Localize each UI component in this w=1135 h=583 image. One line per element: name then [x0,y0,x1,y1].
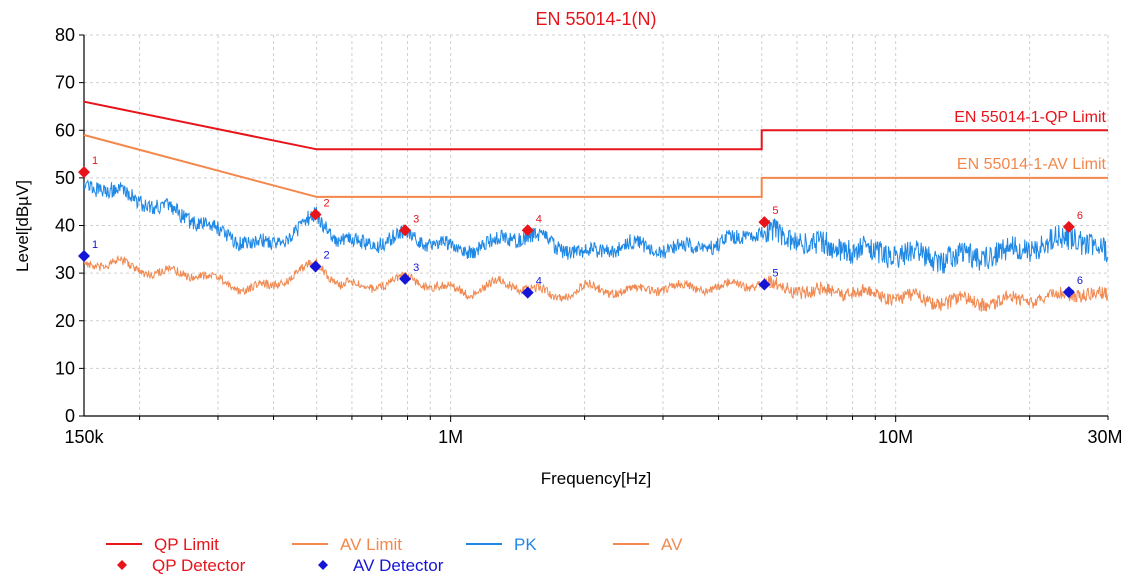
grid [84,34,1109,416]
legend-label: QP Detector [152,556,246,575]
legend: QP Limit AV Limit PK AV QP Detector AV Detect… [106,535,683,575]
series-qp-limit-line [83,100,1108,151]
y-axis-title: Level[dBµV] [13,180,32,272]
series-av-limit-line [83,134,1108,198]
chart-title: EN 55014-1(N) [535,9,656,29]
qp-limit-label: EN 55014-1-QP Limit [954,109,1106,126]
y-tick-label: 50 [55,168,75,188]
series-av-line [84,254,1108,312]
axes: 0 10 20 30 40 50 60 70 80 150k 1M 10M 30M [55,25,1123,447]
qp-detector-label: 3 [413,213,419,225]
series-layer [83,100,1108,312]
av-detector-label: 3 [413,262,419,274]
legend-marker-qp-detector [117,560,127,570]
y-tick-label: 40 [55,216,75,236]
legend-label: QP Limit [154,535,219,554]
av-detector-label: 4 [536,276,542,288]
x-tick-label: 10M [878,427,913,447]
qp-detector-point [758,216,771,229]
av-detector-label: 5 [772,268,778,280]
av-detector-point [521,286,534,299]
x-tick-label: 1M [438,427,463,447]
y-tick-label: 80 [55,25,75,45]
qp-detector-label: 6 [1077,210,1083,222]
qp-detector-point [1062,220,1075,233]
qp-detector-point [399,224,412,237]
av-detector-point [399,272,412,285]
av-detector-point [309,260,322,273]
av-detector-point [758,278,771,291]
qp-detector-point [521,224,534,237]
y-tick-label: 10 [55,358,75,378]
x-tick-label: 150k [64,427,104,447]
qp-detector-label: 5 [772,205,778,217]
y-tick-label: 30 [55,263,75,283]
legend-label: AV Detector [353,556,444,575]
y-tick-label: 20 [55,311,75,331]
qp-detector-label: 2 [324,198,330,210]
x-axis-title: Frequency[Hz] [541,469,652,488]
legend-label: PK [514,535,537,554]
av-detector-label: 6 [1077,275,1083,287]
legend-label: AV Limit [340,535,402,554]
y-tick-label: 60 [55,120,75,140]
av-detector-label: 2 [324,249,330,261]
legend-marker-av-detector [318,560,328,570]
detector-markers: 1 2 3 4 5 6 1 2 3 4 5 6 [78,155,1083,299]
qp-detector-point [309,208,322,221]
av-detector-point [1062,286,1075,299]
av-detector-label: 1 [92,239,98,251]
legend-label: AV [661,535,683,554]
y-tick-label: 70 [55,73,75,93]
av-limit-label: EN 55014-1-AV Limit [957,156,1107,173]
av-detector-point [78,249,90,262]
x-tick-label: 30M [1087,427,1122,447]
qp-detector-label: 1 [92,155,98,167]
y-tick-label: 0 [65,406,75,426]
series-pk-line [84,179,1108,274]
qp-detector-label: 4 [536,213,542,225]
qp-detector-point [78,166,90,179]
